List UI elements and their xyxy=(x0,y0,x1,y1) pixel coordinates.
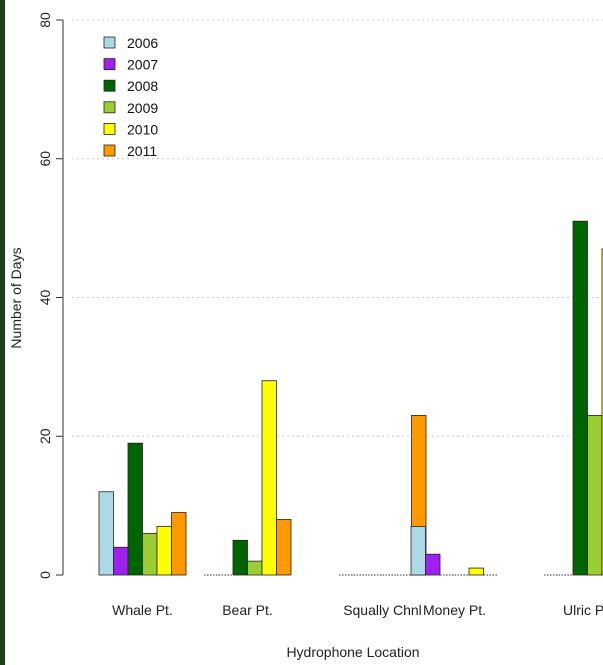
y-axis-title: Number of Days xyxy=(8,247,24,348)
bar xyxy=(410,526,426,576)
legend-swatch xyxy=(103,79,116,92)
bar xyxy=(232,539,248,576)
bar xyxy=(156,526,172,576)
x-tick-label: Money Pt. xyxy=(423,602,486,618)
y-tick-label: 80 xyxy=(37,12,53,28)
legend-swatch xyxy=(103,101,116,114)
x-axis-tick-labels: Whale Pt. Bear Pt. Squally Chnl Money Pt. Ul… xyxy=(112,602,603,618)
legend-swatch xyxy=(103,144,116,157)
x-tick-label: Ulric Pt. xyxy=(563,602,603,618)
bar xyxy=(247,560,263,576)
bar xyxy=(468,567,484,576)
legend-label: 2008 xyxy=(127,78,158,94)
y-tick-label: 0 xyxy=(37,571,53,579)
bar xyxy=(142,532,158,576)
bar xyxy=(425,553,441,576)
y-tick-label: 60 xyxy=(37,151,53,167)
y-axis: 0 20 40 60 80 xyxy=(37,12,64,579)
legend-label: 2010 xyxy=(127,121,158,137)
bar xyxy=(171,512,187,576)
legend-swatch xyxy=(103,36,116,49)
grid-lines xyxy=(72,19,603,437)
bar xyxy=(261,380,277,576)
x-axis-title: Hydrophone Location xyxy=(286,644,419,660)
legend-swatch xyxy=(103,123,116,135)
bar xyxy=(98,491,114,576)
bar xyxy=(127,442,143,576)
x-tick-label: Bear Pt. xyxy=(222,602,273,618)
legend-label: 2006 xyxy=(127,35,158,51)
bar xyxy=(572,220,588,576)
x-tick-label: Whale Pt. xyxy=(112,602,173,618)
legend-label: 2011 xyxy=(127,143,157,159)
legend-label: 2009 xyxy=(127,100,158,116)
bar xyxy=(113,546,129,576)
bars xyxy=(98,220,603,576)
legend-swatch xyxy=(103,58,116,70)
bar xyxy=(587,415,603,576)
legend: 2006 2007 2008 2009 2010 2011 xyxy=(103,35,158,159)
x-tick-label: Squally Chnl xyxy=(343,602,422,618)
left-frame-border xyxy=(0,0,5,665)
y-tick-label: 20 xyxy=(37,428,53,444)
bar xyxy=(276,519,292,576)
y-tick-label: 40 xyxy=(37,290,53,306)
legend-label: 2007 xyxy=(127,57,158,73)
